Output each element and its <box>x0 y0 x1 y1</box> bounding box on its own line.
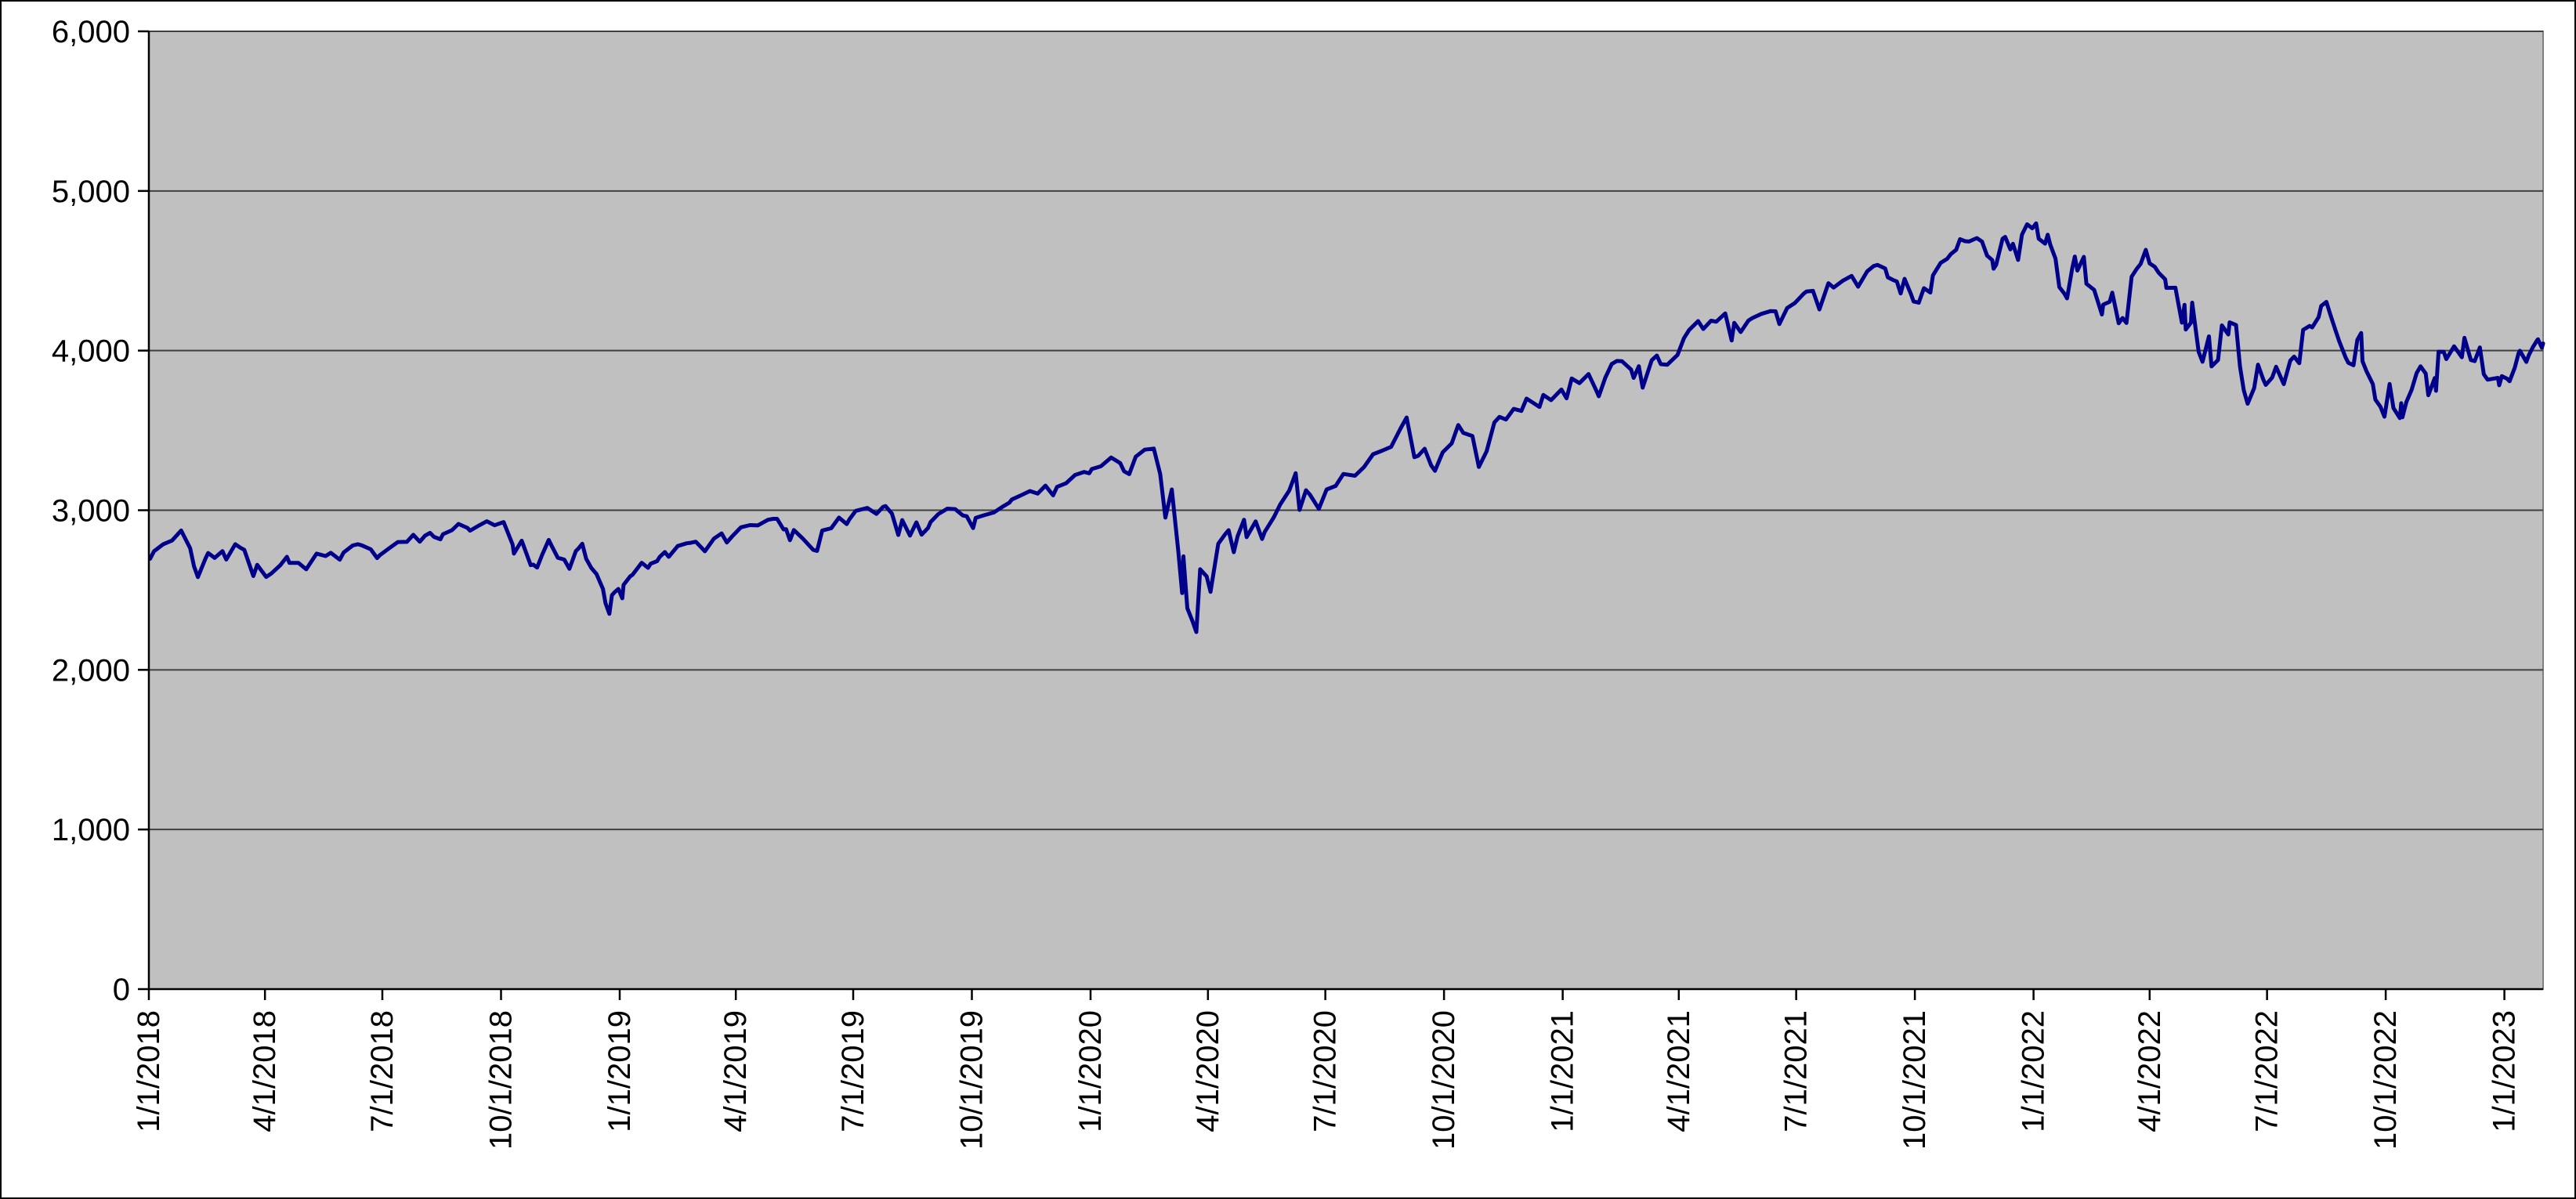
x-tick-label: 4/1/2019 <box>718 1010 753 1132</box>
x-tick-label: 7/1/2020 <box>1308 1010 1343 1132</box>
y-axis-ticks <box>138 30 149 991</box>
x-tick-label: 7/1/2021 <box>1779 1010 1814 1132</box>
x-tick-label: 7/1/2019 <box>836 1010 870 1132</box>
x-tick-label: 1/1/2021 <box>1546 1010 1580 1132</box>
y-tick-label: 4,000 <box>52 334 130 369</box>
series-line <box>148 221 2545 634</box>
y-tick-label: 0 <box>113 973 130 1007</box>
gridlines <box>149 31 2543 831</box>
x-tick-label: 4/1/2022 <box>2133 1010 2167 1132</box>
x-tick-label: 10/1/2022 <box>2368 1010 2403 1150</box>
y-tick-label: 5,000 <box>52 175 130 209</box>
x-tick-label: 1/1/2022 <box>2017 1010 2051 1132</box>
x-axis-ticks <box>147 989 2505 1000</box>
y-tick-label: 6,000 <box>52 15 130 49</box>
y-tick-label: 3,000 <box>52 494 130 529</box>
x-tick-label: 4/1/2021 <box>1662 1010 1696 1132</box>
x-tick-label: 4/1/2020 <box>1191 1010 1225 1132</box>
x-tick-label: 10/1/2019 <box>955 1010 990 1150</box>
y-axis-labels: 0 1,000 2,000 3,000 4,000 5,000 6,000 <box>52 15 130 1007</box>
x-tick-label: 10/1/2020 <box>1427 1010 1461 1150</box>
x-tick-label: 1/1/2019 <box>602 1010 637 1132</box>
x-tick-label: 7/1/2022 <box>2250 1010 2285 1132</box>
x-axis-labels: 1/1/2018 4/1/2018 7/1/2018 10/1/2018 1/1/201… <box>132 1010 2522 1150</box>
y-tick-label: 1,000 <box>52 813 130 847</box>
x-tick-label: 10/1/2018 <box>484 1010 519 1150</box>
x-tick-label: 1/1/2023 <box>2487 1010 2522 1132</box>
x-tick-label: 1/1/2020 <box>1073 1010 1108 1132</box>
x-tick-label: 4/1/2018 <box>248 1010 282 1132</box>
x-tick-label: 1/1/2018 <box>132 1010 166 1132</box>
x-tick-label: 7/1/2018 <box>365 1010 400 1132</box>
x-tick-label: 10/1/2021 <box>1898 1010 1932 1150</box>
y-tick-label: 2,000 <box>52 653 130 688</box>
